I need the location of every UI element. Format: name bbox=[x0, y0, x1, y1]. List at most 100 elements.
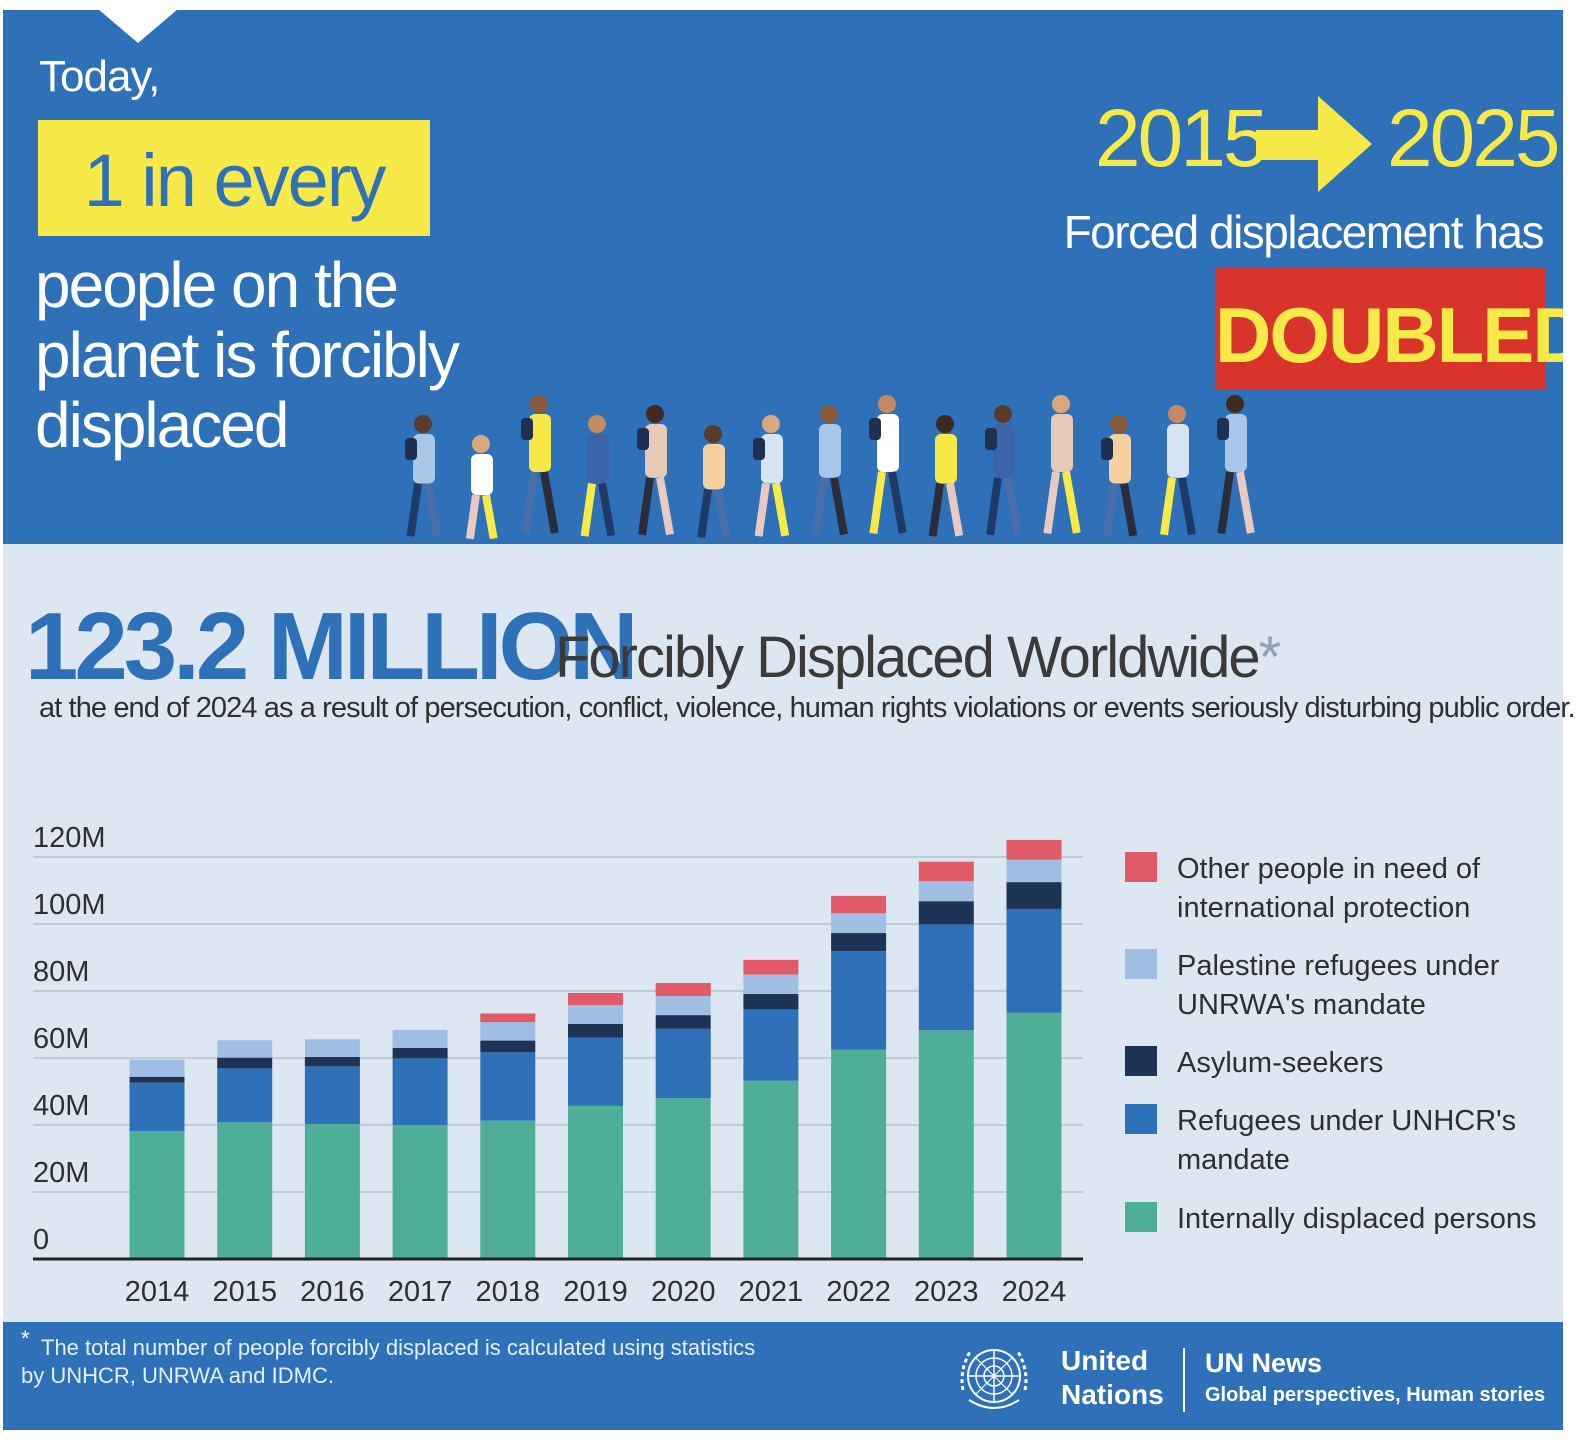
total-figure: 123.2 MILLION bbox=[25, 593, 638, 700]
person-figure bbox=[985, 405, 1022, 536]
footnote: The total number of people forcibly disp… bbox=[21, 1334, 755, 1390]
bar-segment bbox=[831, 913, 887, 934]
person-figure bbox=[697, 425, 731, 539]
bar-segment bbox=[831, 895, 887, 914]
infographic: Today, 1 in every 67 people on the plane… bbox=[3, 10, 1576, 1430]
bar-segment bbox=[129, 1076, 185, 1083]
person-figure bbox=[1043, 395, 1081, 535]
headline-line-1: people on the bbox=[35, 249, 399, 321]
legend-swatch bbox=[1125, 852, 1157, 882]
bar-segment bbox=[568, 1023, 623, 1038]
bar-segment bbox=[918, 901, 974, 925]
x-tick-label: 2024 bbox=[1002, 1276, 1067, 1308]
header-panel: Today, 1 in every 67 people on the plane… bbox=[3, 10, 1563, 544]
un-news-tagline: Global perspectives, Human stories bbox=[1205, 1384, 1546, 1406]
x-tick-label: 2019 bbox=[563, 1276, 628, 1308]
legend-label: Palestine refugees under bbox=[1177, 950, 1500, 982]
y-tick-label: 20M bbox=[33, 1157, 89, 1189]
bar-segment bbox=[217, 1057, 273, 1069]
footer-divider bbox=[1183, 1348, 1185, 1412]
person-figure bbox=[580, 415, 616, 537]
bar-segment bbox=[1006, 908, 1062, 1013]
un-emblem-icon bbox=[960, 1349, 1028, 1409]
legend-swatch bbox=[1125, 949, 1157, 979]
today-label: Today, bbox=[39, 52, 160, 101]
legend-label: international protection bbox=[1177, 892, 1470, 924]
headline-line-2: planet is forcibly bbox=[35, 319, 460, 391]
y-tick-label: 120M bbox=[33, 822, 106, 854]
bar-segment bbox=[568, 1105, 623, 1259]
legend-label: Refugees under UNHCR's bbox=[1177, 1105, 1516, 1137]
x-tick-label: 2014 bbox=[125, 1276, 190, 1308]
un-wordmark-line-2: Nations bbox=[1061, 1379, 1164, 1410]
x-tick-label: 2017 bbox=[388, 1276, 453, 1308]
y-tick-label: 60M bbox=[33, 1023, 89, 1055]
bar-segment bbox=[743, 994, 799, 1010]
bar-segment bbox=[831, 1049, 887, 1259]
person-figure bbox=[869, 395, 907, 535]
legend-label: Internally displaced persons bbox=[1177, 1203, 1536, 1235]
bar-segment bbox=[655, 1028, 711, 1099]
bar-segment bbox=[918, 881, 974, 902]
total-subtitle: Forcibly Displaced Worldwide* bbox=[555, 624, 1282, 691]
displaced-people-illustration bbox=[405, 395, 1255, 540]
bar-segment bbox=[1006, 859, 1062, 883]
bar-segment bbox=[655, 1015, 711, 1029]
legend-label: Asylum-seekers bbox=[1177, 1047, 1383, 1079]
bar-segment bbox=[568, 993, 623, 1006]
person-figure bbox=[812, 405, 848, 536]
doubled-badge: DOUBLED bbox=[1215, 268, 1563, 390]
bar-segment bbox=[743, 1080, 799, 1259]
subtitle-asterisk: * bbox=[1258, 625, 1282, 690]
bar-segment bbox=[392, 1047, 448, 1059]
bar-segment bbox=[831, 951, 887, 1050]
bar-segment bbox=[480, 1052, 536, 1121]
total-description: at the end of 2024 as a result of persec… bbox=[39, 692, 1576, 724]
chart-panel: 123.2 MILLION Forcibly Displaced Worldwi… bbox=[3, 544, 1576, 1322]
bar-segment bbox=[129, 1082, 185, 1132]
bar-segment bbox=[568, 1037, 623, 1106]
bar-segment bbox=[918, 924, 974, 1031]
bar-segment bbox=[129, 1059, 185, 1077]
un-news-title: UN News bbox=[1205, 1348, 1323, 1378]
legend-swatch bbox=[1125, 1104, 1157, 1134]
bar-segment bbox=[655, 982, 711, 997]
person-figure bbox=[521, 395, 559, 535]
x-tick-label: 2022 bbox=[826, 1276, 891, 1308]
legend-label: UNRWA's mandate bbox=[1177, 989, 1426, 1021]
bar-segment bbox=[392, 1058, 448, 1125]
doubled-text: DOUBLED bbox=[1215, 291, 1563, 379]
x-tick-label: 2021 bbox=[739, 1276, 804, 1308]
person-figure bbox=[405, 415, 442, 537]
bar-segment bbox=[304, 1039, 360, 1057]
bar-segment bbox=[217, 1040, 273, 1058]
bar-segment bbox=[1006, 1012, 1062, 1259]
bar-segment bbox=[743, 1009, 799, 1081]
bar-segment bbox=[831, 933, 887, 952]
x-tick-label: 2018 bbox=[476, 1276, 541, 1308]
legend-label: mandate bbox=[1177, 1144, 1290, 1176]
bar-segment bbox=[392, 1029, 448, 1048]
person-figure bbox=[1101, 415, 1138, 537]
bar-segment bbox=[743, 974, 799, 995]
legend-label: Other people in need of bbox=[1177, 853, 1481, 885]
person-figure bbox=[753, 415, 790, 537]
bar-segment bbox=[129, 1131, 185, 1259]
bar-segment bbox=[918, 1030, 974, 1259]
bar-segment bbox=[1006, 839, 1062, 860]
footnote-asterisk: * bbox=[21, 1326, 30, 1351]
bar-segment bbox=[304, 1123, 360, 1259]
bar-segment bbox=[918, 861, 974, 882]
legend-swatch bbox=[1125, 1202, 1157, 1232]
person-figure bbox=[1217, 395, 1255, 535]
y-tick-label: 80M bbox=[33, 956, 89, 988]
ratio-text: 1 in every 67 bbox=[83, 139, 387, 307]
notch-decoration bbox=[98, 10, 178, 43]
person-figure bbox=[465, 435, 498, 540]
bar-segment bbox=[480, 1040, 536, 1053]
bar-segment bbox=[304, 1066, 360, 1124]
subtitle-text: Forcibly Displaced Worldwide bbox=[555, 625, 1261, 690]
un-wordmark-line-1: United bbox=[1061, 1345, 1149, 1376]
x-tick-label: 2016 bbox=[300, 1276, 365, 1308]
bar-segment bbox=[1006, 882, 1062, 909]
